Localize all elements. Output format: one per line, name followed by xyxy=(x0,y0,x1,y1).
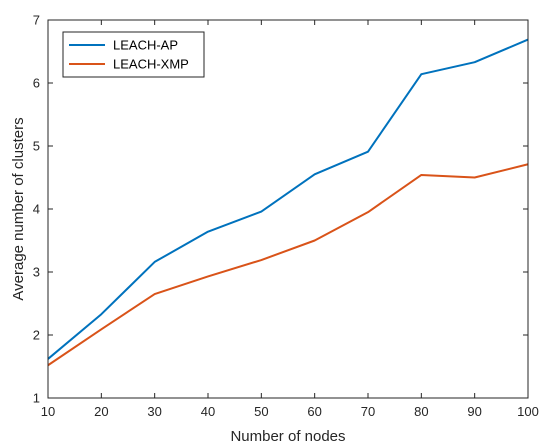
y-tick-label: 7 xyxy=(33,13,40,28)
series-layer xyxy=(47,38,529,367)
legend-entry-label: LEACH-XMP xyxy=(113,57,189,72)
x-tick-label: 40 xyxy=(201,404,215,419)
x-tick-label: 80 xyxy=(414,404,428,419)
x-axis-title: Number of nodes xyxy=(230,428,345,445)
plot-area xyxy=(48,20,528,398)
y-tick-label: 3 xyxy=(33,265,40,280)
legend: LEACH-AP LEACH-XMP xyxy=(62,31,205,78)
y-tick-label: 4 xyxy=(33,202,40,217)
y-tick-label: 6 xyxy=(33,76,40,91)
y-axis: 1 2 3 4 5 6 7 xyxy=(33,13,528,406)
y-tick-label: 2 xyxy=(33,328,40,343)
x-tick-label: 90 xyxy=(467,404,481,419)
y-tick-label: 5 xyxy=(33,139,40,154)
x-tick-label: 70 xyxy=(361,404,375,419)
legend-box xyxy=(62,31,205,78)
x-axis: 10 20 30 40 50 60 70 80 90 100 xyxy=(41,20,539,419)
y-axis-title: Average number of clusters xyxy=(10,117,27,300)
series-line-2 xyxy=(47,163,529,367)
y-tick-label: 1 xyxy=(33,391,40,406)
series-line-1 xyxy=(47,38,529,360)
x-tick-label: 60 xyxy=(307,404,321,419)
x-tick-label: 10 xyxy=(41,404,55,419)
x-tick-label: 30 xyxy=(147,404,161,419)
legend-entry-label: LEACH-AP xyxy=(113,38,178,53)
x-tick-label: 100 xyxy=(517,404,539,419)
x-tick-label: 20 xyxy=(94,404,108,419)
x-tick-label: 50 xyxy=(254,404,268,419)
